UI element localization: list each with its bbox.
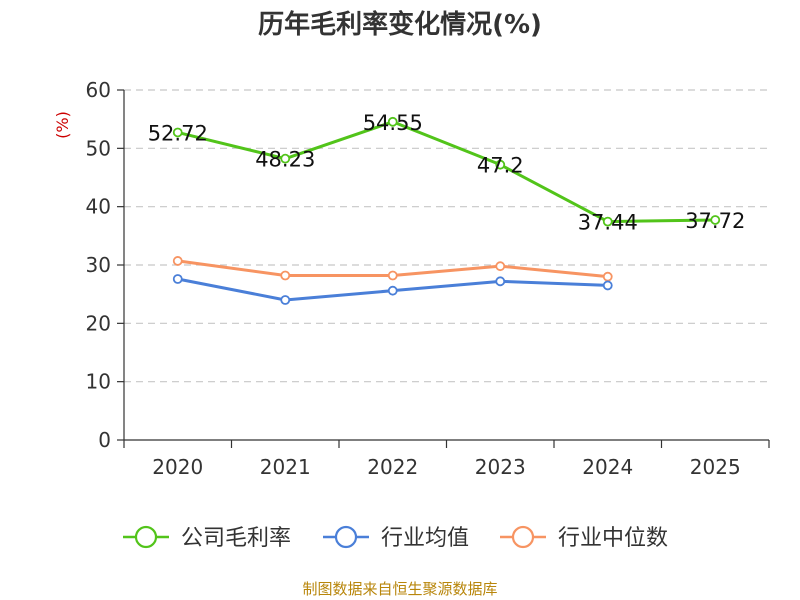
x-tick-label: 2023	[475, 455, 526, 479]
x-tick-label: 2021	[260, 455, 311, 479]
y-tick-label: 50	[86, 136, 111, 160]
legend-label: 行业中位数	[558, 526, 668, 551]
data-point[interactable]	[602, 280, 613, 291]
y-tick-label: 40	[86, 195, 111, 219]
data-label: 37.44	[578, 211, 638, 235]
data-point[interactable]	[387, 270, 398, 281]
legend[interactable]: 公司毛利率 行业均值 行业中位数	[123, 525, 668, 551]
x-tick-label: 2022	[367, 455, 418, 479]
data-point[interactable]	[495, 159, 506, 170]
data-point[interactable]	[280, 295, 291, 305]
series-line-0	[177, 120, 716, 224]
y-tick-label: 20	[86, 311, 111, 335]
data-label: 54.55	[363, 111, 423, 135]
y-tick-label: 0	[98, 428, 111, 452]
axes: 0 10 20 30 40 50 60 2020 2021 2022 2023 2024 2025	[86, 78, 770, 479]
gridlines	[124, 89, 769, 383]
y-tick-label: 60	[86, 78, 111, 102]
legend-label: 行业均值	[381, 526, 469, 551]
series-layer: 52.72 48.23 54.55 47.2 37.44 37.72	[148, 111, 745, 305]
data-point[interactable]	[387, 116, 398, 127]
x-tick-label: 2020	[152, 455, 203, 479]
data-point[interactable]	[172, 274, 183, 284]
y-axis-unit-label: (%)	[53, 111, 72, 139]
data-label: 52.72	[148, 121, 208, 145]
data-point[interactable]	[172, 127, 183, 138]
data-point[interactable]	[387, 285, 398, 296]
data-point[interactable]	[280, 153, 291, 164]
data-label: 48.23	[255, 148, 315, 172]
legend-item-0[interactable]: 公司毛利率	[123, 525, 291, 551]
data-label: 37.72	[685, 209, 745, 233]
chart-title: 历年毛利率变化情况(%)	[258, 9, 542, 40]
legend-swatch-marker	[134, 525, 158, 549]
data-point[interactable]	[280, 270, 291, 281]
x-tick-label: 2024	[582, 455, 633, 479]
legend-item-2[interactable]: 行业中位数	[500, 525, 668, 551]
y-tick-label: 30	[86, 253, 111, 277]
data-point[interactable]	[495, 276, 506, 287]
legend-label: 公司毛利率	[181, 526, 291, 551]
legend-swatch-marker	[511, 525, 535, 549]
data-point[interactable]	[602, 216, 613, 227]
data-point[interactable]	[710, 215, 721, 225]
data-point[interactable]	[602, 271, 613, 282]
x-tick-label: 2025	[690, 455, 741, 479]
data-point[interactable]	[172, 256, 183, 266]
data-point[interactable]	[495, 261, 506, 272]
y-tick-label: 10	[86, 370, 111, 394]
data-label: 47.2	[477, 154, 524, 178]
legend-swatch-marker	[334, 525, 358, 549]
source-note: 制图数据来自恒生聚源数据库	[302, 580, 497, 598]
legend-item-1[interactable]: 行业均值	[323, 525, 469, 551]
